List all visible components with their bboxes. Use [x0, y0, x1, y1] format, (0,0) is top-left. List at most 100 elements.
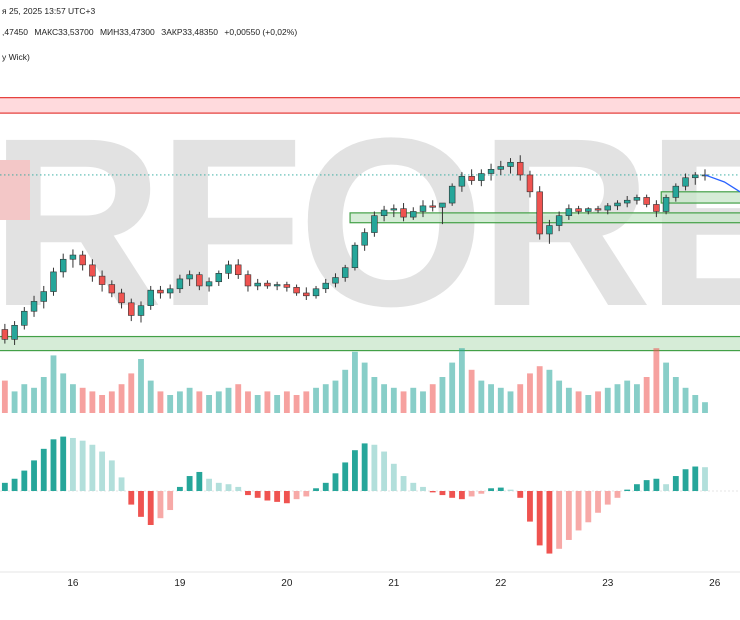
volume-bar: [653, 348, 660, 413]
candle-body: [692, 174, 699, 179]
candle-body: [517, 161, 524, 176]
candle-body: [526, 174, 534, 193]
candle-body: [468, 176, 475, 181]
volume-bar: [235, 384, 242, 413]
candle-body: [682, 177, 689, 187]
zone-support-1: [660, 191, 740, 204]
candle-body: [497, 166, 505, 170]
oscillator-bar: [167, 491, 174, 511]
candle-body: [283, 284, 291, 288]
candle: [429, 200, 436, 212]
candle-body: [361, 232, 368, 246]
volume-bar: [527, 373, 533, 413]
candle: [59, 253, 67, 278]
header-indicator-label: y Wick): [2, 52, 30, 62]
oscillator-bar: [283, 491, 290, 504]
volume-bar: [225, 387, 232, 413]
candle: [332, 273, 339, 288]
oscillator-bar: [410, 482, 417, 491]
candle-body: [79, 254, 86, 266]
candle-body: [565, 208, 573, 216]
candle-body: [186, 274, 193, 280]
oscillator-bar: [60, 436, 67, 491]
volume-bar: [565, 387, 572, 413]
watermark-accent: [0, 160, 30, 220]
candle: [614, 200, 621, 211]
volume-bar: [497, 387, 504, 413]
candle-body: [380, 209, 388, 216]
time-tick-label: 23: [602, 578, 614, 589]
candle: [507, 158, 514, 174]
volume-bar: [458, 348, 465, 413]
candle-body: [487, 169, 495, 174]
candle: [585, 207, 592, 215]
oscillator-bar: [176, 486, 183, 491]
volume-bar: [11, 391, 18, 413]
oscillator-bar: [206, 478, 212, 491]
candle: [1, 323, 9, 344]
oscillator-bar: [449, 491, 456, 498]
candle: [400, 203, 407, 222]
candle: [497, 160, 505, 175]
candle: [526, 170, 534, 198]
volume-bar: [390, 387, 397, 413]
oscillator-bar: [50, 439, 57, 491]
time-axis: 16 19 20 21 22 23 26: [0, 571, 740, 589]
oscillator-bar: [11, 478, 18, 491]
candle: [351, 242, 359, 271]
candle: [410, 207, 417, 220]
candle: [137, 301, 145, 323]
volume-bar: [429, 384, 436, 413]
candle-body: [11, 324, 18, 340]
oscillator-bar: [672, 476, 679, 491]
volume-bar: [147, 380, 154, 413]
candle-body: [351, 244, 359, 268]
oscillator-bar: [31, 460, 37, 491]
candle-body: [439, 202, 446, 208]
oscillator-bar: [254, 491, 261, 498]
time-tick-label: 16: [67, 578, 79, 589]
candle: [643, 194, 650, 208]
oscillator-histogram: [0, 436, 740, 554]
candle-body: [89, 264, 96, 277]
oscillator-bar: [527, 491, 533, 522]
volume-histogram: [1, 348, 708, 413]
zone-resistance-0: [0, 97, 740, 114]
volume-bar: [488, 384, 494, 413]
candle-body: [166, 288, 174, 294]
volume-bar: [420, 391, 426, 413]
oscillator-bar: [468, 491, 475, 497]
volume-bar: [342, 369, 349, 413]
oscillator-bar: [138, 491, 144, 517]
candle-body: [69, 254, 77, 260]
volume-bar: [682, 387, 689, 413]
volume-bar: [536, 366, 543, 413]
candle-body: [40, 291, 47, 302]
oscillator-bar: [225, 484, 232, 491]
candle: [235, 259, 242, 279]
header-change: +0,00550 (+0,02%): [224, 27, 298, 37]
time-tick-label: 21: [388, 578, 400, 589]
volume-bar: [108, 391, 115, 413]
volume-bar: [40, 377, 47, 413]
volume-bar: [21, 384, 28, 413]
candle: [118, 288, 125, 309]
candle: [575, 205, 582, 215]
volume-bar: [692, 395, 699, 413]
oscillator-bar: [264, 491, 271, 501]
candle-body: [196, 274, 203, 287]
candle-body: [371, 215, 378, 233]
time-tick-label: 22: [495, 578, 507, 589]
oscillator-bar: [682, 469, 689, 491]
oscillator-bar: [235, 486, 242, 491]
candle-body: [536, 191, 543, 235]
oscillator-bar: [702, 467, 708, 491]
volume-bar: [157, 391, 164, 413]
candle-body: [293, 287, 300, 294]
volume-bar: [361, 362, 368, 413]
oscillator-bar: [458, 491, 465, 500]
volume-bar: [79, 387, 86, 413]
volume-bar: [449, 362, 456, 413]
